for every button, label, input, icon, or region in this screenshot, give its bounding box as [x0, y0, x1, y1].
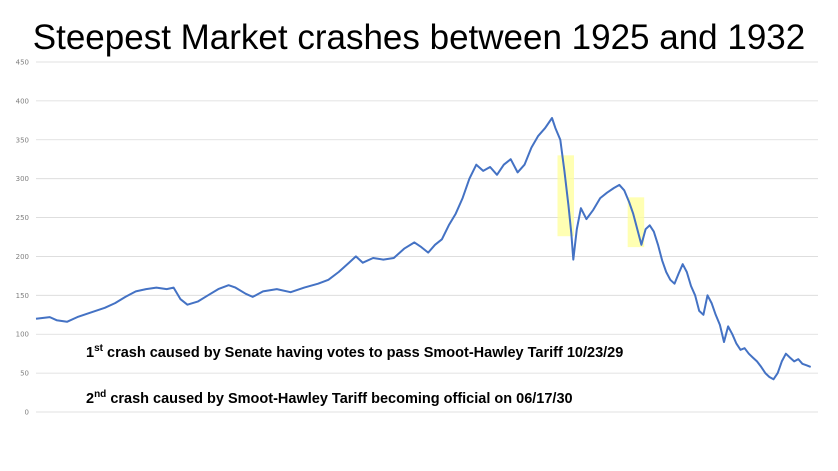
- y-tick-label: 200: [16, 253, 29, 261]
- annotation-second-crash: 2nd crash caused by Smoot-Hawley Tariff …: [86, 389, 573, 408]
- crash-highlight-1: [557, 155, 575, 237]
- y-tick-label: 0: [25, 409, 29, 417]
- annotation-text: crash caused by Senate having votes to p…: [102, 345, 624, 361]
- y-tick-label: 400: [16, 97, 29, 105]
- annotation-ordinal-suffix: nd: [94, 389, 107, 400]
- y-tick-label: 250: [16, 214, 29, 222]
- y-tick-label: 450: [16, 59, 29, 67]
- series-line-1: [35, 117, 812, 381]
- y-tick-label: 350: [16, 136, 29, 144]
- y-axis-ticks: 0 50 100 150 200 250 300 350 400 450: [16, 59, 29, 417]
- y-tick-label: 100: [16, 331, 29, 339]
- annotation-number: 1: [86, 345, 95, 361]
- y-tick-label: 150: [16, 292, 29, 300]
- annotation-first-crash: 1st crash caused by Senate having votes …: [86, 343, 624, 362]
- series-layer: [35, 117, 812, 381]
- y-tick-label: 50: [20, 370, 29, 378]
- chart-title: Steepest Market crashes between 1925 and…: [32, 18, 806, 57]
- annotation-text: crash caused by Smoot-Hawley Tariff beco…: [106, 391, 573, 407]
- y-tick-label: 300: [16, 175, 29, 183]
- annotation-ordinal-suffix: st: [94, 343, 103, 354]
- annotation-number: 2: [86, 391, 95, 407]
- gridlines: [36, 61, 818, 413]
